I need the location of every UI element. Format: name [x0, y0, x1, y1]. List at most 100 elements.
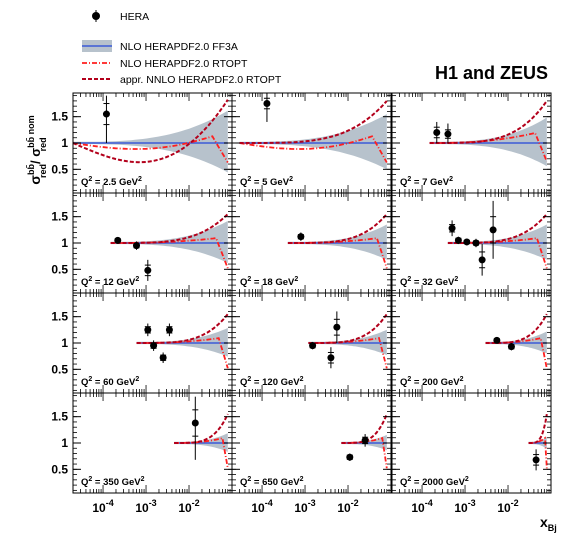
panel-4: Q2 = 12 GeV2: [72, 192, 233, 294]
y-tick-label: 1.5: [51, 310, 68, 324]
data-point: [297, 233, 305, 241]
panel-8: Q2 = 120 GeV2: [231, 292, 392, 394]
panel-label: Q2 = 18 GeV2: [240, 276, 298, 288]
x-tick-label: 10-3: [294, 498, 315, 515]
panel-label: Q2 = 650 GeV2: [240, 476, 304, 488]
panel-10: Q2 = 350 GeV2: [72, 392, 233, 494]
y-tick-label: 1: [61, 436, 68, 450]
data-point: [472, 239, 480, 247]
uncertainty-band: [73, 110, 228, 173]
nlo-rtopt-curve: [110, 237, 229, 269]
panel-3: Q2 = 7 GeV2: [391, 92, 552, 194]
nnlo-rtopt-curve: [308, 313, 388, 344]
legend: HERA NLO HERAPDF2.0 FF3A NLO HERAPDF2.0 …: [82, 10, 282, 86]
nnlo-rtopt-curve: [528, 413, 548, 444]
y-tick-label: 1: [61, 136, 68, 150]
data-point: [159, 354, 167, 362]
x-tick-labels: 10-4 10-3 10-2 10-4 10-3 10-2 10-4 10-3 10-2: [92, 498, 518, 515]
data-point: [493, 336, 501, 344]
panel-6: Q2 = 32 GeV2: [391, 192, 552, 294]
nnlo-rtopt-curve: [429, 100, 548, 144]
ylabel-sub-den: red: [38, 137, 48, 151]
nnlo-rtopt-curve: [485, 313, 548, 344]
panel-1: Q2 = 2.5 GeV2: [72, 92, 233, 194]
data-point: [144, 266, 152, 274]
y-tick-label: 1: [61, 236, 68, 250]
panel-9: Q2 = 200 GeV2: [391, 292, 552, 394]
ylabel-slash: / σ: [28, 148, 43, 164]
x-tick-label: 10-3: [454, 498, 475, 515]
data-point: [346, 453, 354, 461]
xlabel-main: x: [540, 514, 548, 530]
nnlo-rtopt-curve: [110, 213, 229, 244]
panel-label: Q2 = 7 GeV2: [400, 176, 453, 188]
legend-label-dashdot: NLO HERAPDF2.0 RTOPT: [120, 58, 248, 70]
x-tick-label: 10-2: [497, 498, 518, 515]
ylabel-sup-den: bb̄ nom: [26, 115, 36, 148]
data-point: [478, 256, 486, 264]
panel-7: Q2 = 60 GeV2: [72, 292, 233, 394]
data-point: [191, 419, 199, 427]
nlo-rtopt-curve: [239, 135, 388, 163]
y-tick-label: 0.5: [51, 362, 68, 376]
x-tick-label: 10-4: [411, 498, 432, 515]
x-tick-label: 10-2: [337, 498, 358, 515]
nnlo-rtopt-curve: [447, 213, 548, 244]
data-point: [444, 130, 452, 138]
legend-label-dashed: appr. NNLO HERAPDF2.0 RTOPT: [120, 74, 282, 86]
nlo-rtopt-curve: [287, 237, 388, 269]
panel-label: Q2 = 120 GeV2: [240, 376, 304, 388]
data-point: [144, 326, 152, 334]
nnlo-rtopt-curve: [239, 100, 388, 144]
y-tick-label: 1.5: [51, 210, 68, 224]
uncertainty-band: [239, 114, 387, 170]
y-tick-label: 0.5: [51, 462, 68, 476]
panel-12: Q2 = 2000 GeV2: [391, 392, 552, 494]
data-point: [507, 343, 515, 351]
nlo-rtopt-curve: [447, 237, 548, 269]
uncertainty-band: [110, 221, 228, 263]
data-point: [333, 323, 341, 331]
data-point: [150, 342, 158, 350]
x-tick-label: 10-2: [178, 498, 199, 515]
data-point: [132, 242, 140, 250]
panel-11: Q2 = 650 GeV2: [231, 392, 392, 494]
panel-2: Q2 = 5 GeV2: [231, 92, 392, 194]
panel-label: Q2 = 350 GeV2: [81, 476, 145, 488]
x-tick-label: 10-4: [251, 498, 272, 515]
data-point: [448, 224, 456, 232]
nlo-rtopt-curve: [73, 135, 229, 163]
uncertainty-band: [429, 117, 547, 167]
nnlo-rtopt-curve: [287, 213, 388, 244]
data-point: [102, 110, 110, 118]
panel-5: Q2 = 18 GeV2: [231, 192, 392, 294]
panel-label: Q2 = 60 GeV2: [81, 376, 139, 388]
y-tick-label: 0.5: [51, 262, 68, 276]
chart-title: H1 and ZEUS: [435, 63, 548, 83]
x-axis-label: xBj: [540, 514, 557, 533]
data-point: [463, 238, 471, 246]
data-point: [114, 236, 122, 244]
data-point: [433, 128, 441, 136]
x-tick-label: 10-4: [92, 498, 113, 515]
nnlo-rtopt-curve: [341, 413, 388, 444]
nnlo-rtopt-curve: [73, 99, 229, 164]
nnlo-rtopt-curve: [174, 413, 229, 444]
data-point: [165, 326, 173, 334]
legend-label-band: NLO HERAPDF2.0 FF3A: [120, 41, 238, 53]
data-point: [489, 226, 497, 234]
y-axis-label: σbb̄ red/ σbb̄ nom red: [26, 115, 48, 184]
data-point: [263, 100, 271, 108]
x-tick-label: 10-3: [135, 498, 156, 515]
y-tick-labels: 0.5 1 1.5 0.5 1 1.5 0.5 1 1.5 0.5 1 1.5: [51, 110, 68, 477]
legend-label-data: HERA: [120, 11, 149, 23]
panel-label: Q2 = 12 GeV2: [81, 276, 139, 288]
y-tick-label: 1.5: [51, 410, 68, 424]
panel-label: Q2 = 2.5 GeV2: [81, 176, 142, 188]
y-tick-label: 1: [61, 336, 68, 350]
panel-label: Q2 = 32 GeV2: [400, 276, 458, 288]
data-point: [361, 436, 369, 444]
data-point: [309, 342, 317, 350]
